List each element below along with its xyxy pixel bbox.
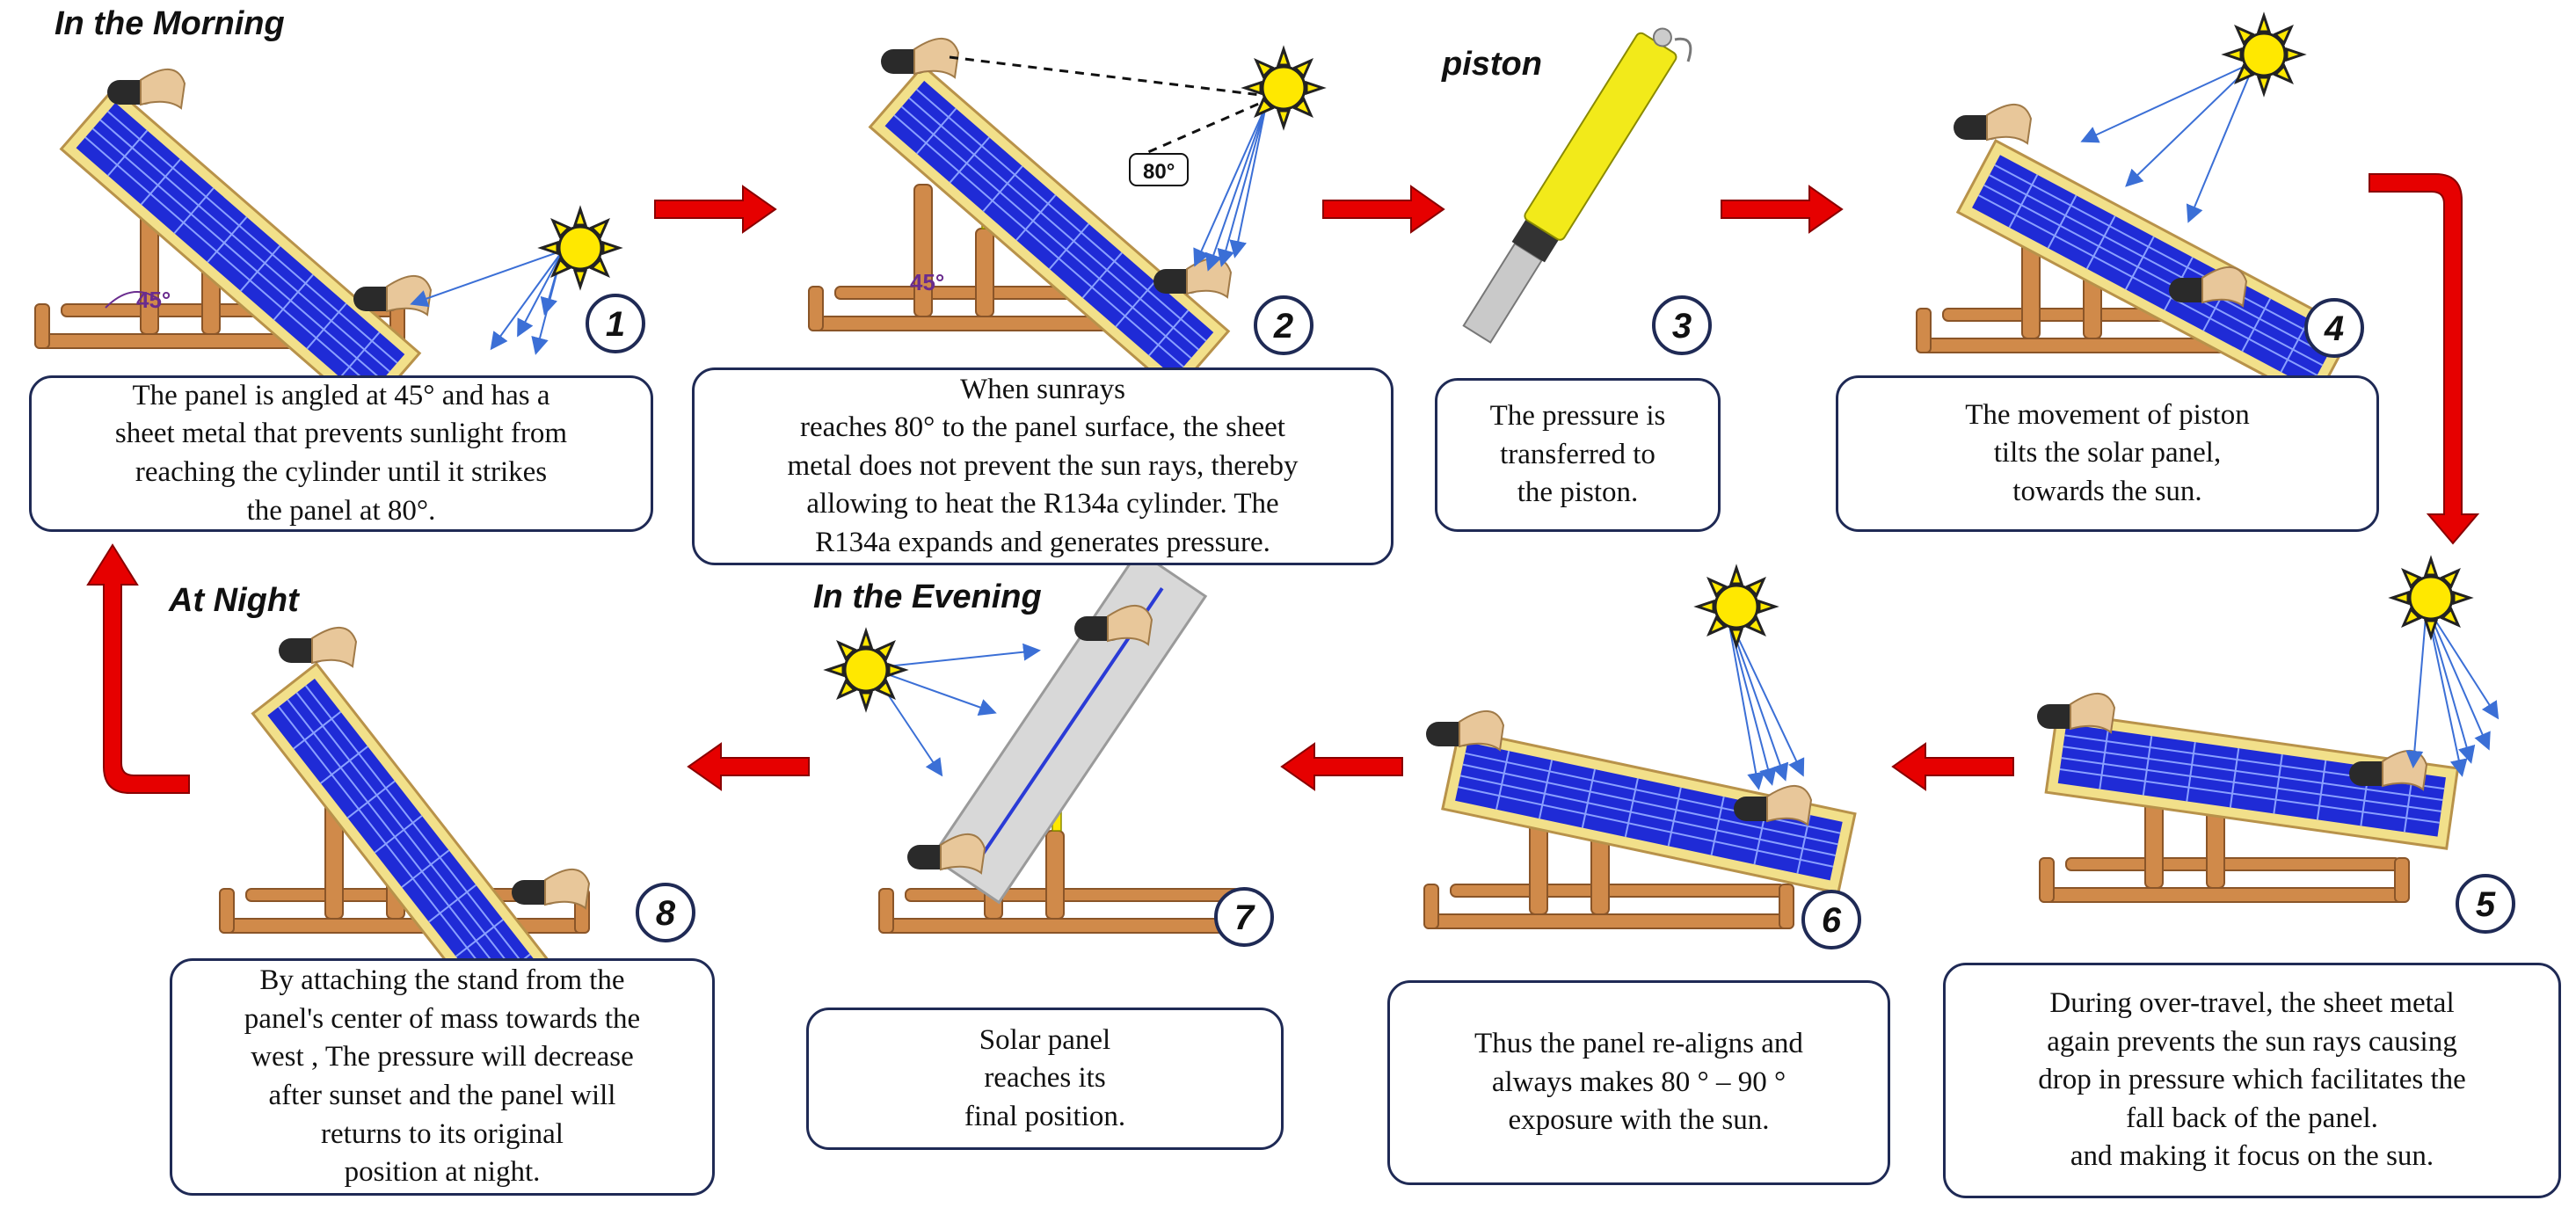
step-number-2: 2 [1273, 307, 1293, 346]
step-2-illustration [808, 37, 1324, 394]
caption-step-4: The movement of piston tilts the solar p… [1836, 375, 2379, 532]
step-number-1: 1 [606, 305, 625, 344]
caption-step-1: The panel is angled at 45° and has a she… [29, 375, 653, 532]
step-number-5: 5 [2476, 885, 2496, 924]
arrow-6-to-7 [1280, 742, 1403, 791]
caption-step-3: The pressure is transferred to the pisto… [1435, 378, 1721, 532]
flow-arrows [86, 173, 2480, 794]
arrow-4-to-5 [2369, 173, 2480, 545]
step-6-illustration [1423, 566, 1857, 929]
caption-step-4-text: The movement of piston tilts the solar p… [1965, 398, 2250, 507]
heading-evening: In the Evening [813, 578, 1042, 615]
arrow-2-to-3 [1322, 185, 1445, 234]
arrow-1-to-2 [654, 185, 777, 234]
angle-45-step2: 45° [910, 269, 944, 295]
step-3-piston-illustration [1462, 27, 1692, 344]
caption-step-6: Thus the panel re-aligns and always make… [1387, 980, 1890, 1185]
caption-step-3-text: The pressure is transferred to the pisto… [1489, 400, 1666, 509]
step-number-3: 3 [1672, 307, 1692, 346]
caption-step-6-text: Thus the panel re-aligns and always make… [1474, 1028, 1803, 1137]
step-4-illustration [1916, 14, 2354, 404]
caption-step-8: By attaching the stand from the panel's … [170, 958, 715, 1196]
step-1-illustration [34, 68, 621, 416]
step-number-8: 8 [656, 894, 676, 933]
step-number-7: 7 [1234, 899, 1255, 937]
caption-step-5-text: During over-travel, the sheet metal agai… [2038, 987, 2466, 1173]
step-5-illustration [2036, 557, 2500, 903]
caption-step-7-text: Solar panel reaches its final position. [964, 1023, 1126, 1132]
caption-step-7: Solar panel reaches its final position. [806, 1008, 1284, 1150]
caption-step-1-text: The panel is angled at 45° and has a she… [114, 379, 568, 527]
angle-45-step1: 45° [136, 287, 171, 313]
heading-piston: piston [1442, 46, 1542, 83]
arrow-8-to-1 [86, 543, 190, 794]
step-number-4: 4 [2324, 309, 2344, 348]
step-number-6: 6 [1822, 901, 1842, 940]
heading-night: At Night [169, 582, 299, 619]
caption-step-5: During over-travel, the sheet metal agai… [1943, 963, 2561, 1198]
angle-80-step2: 80° [1143, 160, 1175, 184]
step-number-badges: 1 2 3 4 5 6 7 8 [586, 294, 2515, 949]
caption-step-2: When sunrays reaches 80° to the panel su… [692, 367, 1394, 565]
angle-labels: 45° 45° 80° [136, 160, 1175, 313]
arrow-5-to-6 [1891, 742, 2014, 791]
arrow-7-to-8 [687, 742, 810, 791]
caption-step-2-text: When sunrays reaches 80° to the panel su… [787, 373, 1299, 558]
caption-step-8-text: By attaching the stand from the panel's … [244, 964, 641, 1189]
step-7-illustration [826, 549, 1249, 934]
heading-morning: In the Morning [55, 5, 285, 42]
arrow-3-to-4 [1721, 185, 1844, 234]
